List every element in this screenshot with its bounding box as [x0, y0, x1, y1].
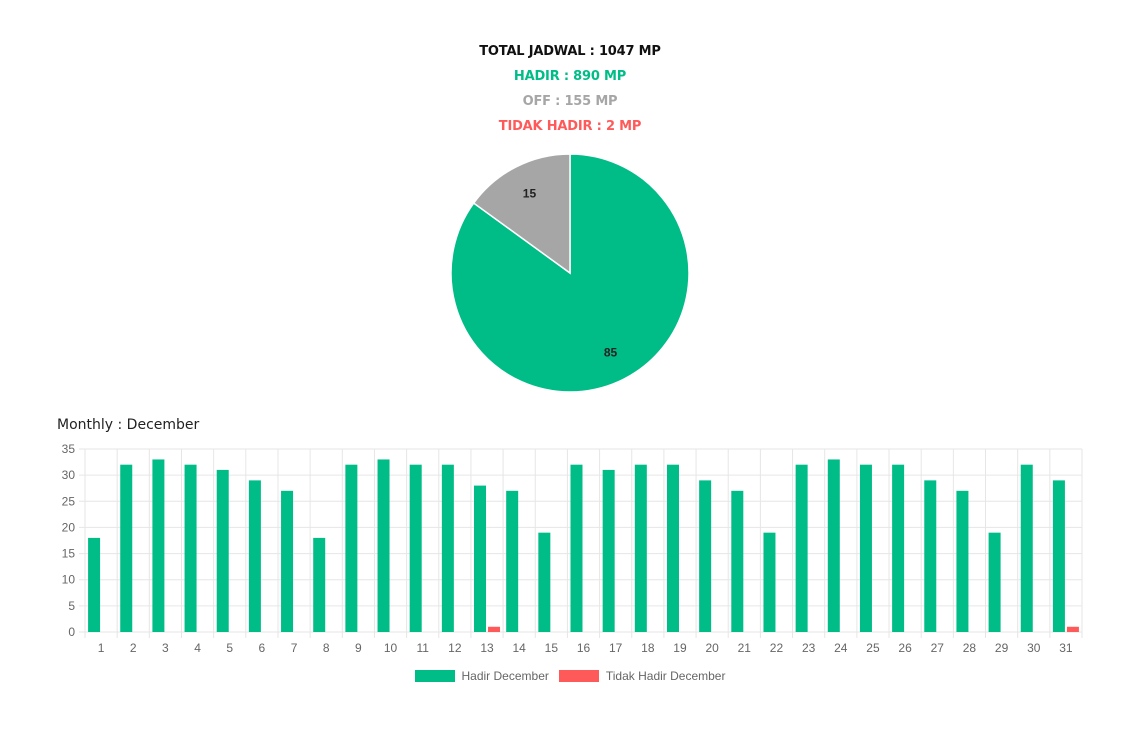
legend-label-hadir: Hadir December: [461, 669, 549, 683]
x-tick-label: 24: [834, 641, 848, 655]
x-tick-label: 6: [259, 641, 266, 655]
bar-hadir-day-11[interactable]: [409, 464, 422, 632]
bar-hadir-day-22[interactable]: [763, 532, 776, 632]
bar-hadir-day-29[interactable]: [988, 532, 1001, 632]
x-tick-label: 17: [609, 641, 623, 655]
x-tick-label: 4: [194, 641, 201, 655]
x-tick-label: 20: [705, 641, 719, 655]
y-tick-label: 25: [62, 494, 76, 508]
bar-hadir-day-6[interactable]: [248, 480, 261, 632]
bar-hadir-day-18[interactable]: [634, 464, 647, 632]
x-tick-label: 29: [995, 641, 1009, 655]
pie-label-off: 15: [523, 186, 537, 200]
legend-swatch-hadir: [414, 670, 455, 682]
bar-hadir-day-25[interactable]: [859, 464, 872, 632]
off-label: OFF : 155 MP: [522, 94, 618, 109]
pie-label-hadir: 85: [604, 346, 618, 360]
x-tick-label: 16: [577, 641, 591, 655]
bar-hadir-day-12[interactable]: [441, 464, 454, 632]
bar-hadir-day-17[interactable]: [602, 469, 615, 632]
bar-hadir-day-27[interactable]: [924, 480, 937, 632]
pie-slice-off[interactable]: [472, 153, 571, 275]
y-tick-label: 20: [62, 520, 76, 534]
bar-hadir-day-8[interactable]: [313, 537, 326, 632]
x-tick-label: 22: [770, 641, 784, 655]
bar-hadir-day-10[interactable]: [377, 459, 390, 632]
bar-hadir-day-5[interactable]: [216, 469, 229, 632]
y-tick-label: 35: [62, 442, 76, 456]
bar-chart-legend: Hadir December Tidak Hadir December: [0, 669, 1140, 683]
x-tick-label: 31: [1059, 641, 1073, 655]
bar-hadir-day-14[interactable]: [506, 490, 519, 632]
y-tick-label: 0: [68, 625, 75, 639]
x-tick-label: 11: [416, 641, 429, 655]
bar-hadir-day-26[interactable]: [892, 464, 905, 632]
bar-hadir-day-19[interactable]: [666, 464, 679, 632]
x-tick-label: 3: [162, 641, 169, 655]
legend-item-tidak-hadir[interactable]: Tidak Hadir December: [558, 669, 726, 683]
bar-hadir-day-15[interactable]: [538, 532, 551, 632]
x-tick-label: 30: [1027, 641, 1041, 655]
bar-hadir-day-3[interactable]: [152, 459, 165, 632]
bar-hadir-day-30[interactable]: [1020, 464, 1033, 632]
bar-hadir-day-28[interactable]: [956, 490, 969, 632]
y-tick-label: 5: [68, 599, 75, 613]
x-tick-label: 14: [512, 641, 526, 655]
x-tick-label: 19: [673, 641, 687, 655]
x-tick-label: 25: [866, 641, 880, 655]
bar-hadir-day-13[interactable]: [474, 485, 487, 632]
bar-hadir-day-16[interactable]: [570, 464, 583, 632]
x-tick-label: 12: [448, 641, 462, 655]
y-tick-label: 15: [62, 547, 76, 561]
x-tick-label: 18: [641, 641, 655, 655]
y-tick-label: 10: [62, 573, 76, 587]
bar-hadir-day-23[interactable]: [795, 464, 808, 632]
bar-tidak-hadir-day-31[interactable]: [1066, 626, 1079, 632]
total-jadwal-label: TOTAL JADWAL : 1047 MP: [479, 44, 661, 59]
x-tick-label: 27: [931, 641, 945, 655]
bar-hadir-day-24[interactable]: [827, 459, 840, 632]
bar-hadir-day-2[interactable]: [120, 464, 133, 632]
x-tick-label: 21: [738, 641, 752, 655]
hadir-label: HADIR : 890 MP: [513, 69, 627, 84]
x-tick-label: 13: [480, 641, 494, 655]
bar-tidak-hadir-day-13[interactable]: [488, 626, 501, 632]
bar-hadir-day-31[interactable]: [1052, 480, 1065, 632]
attendance-pie-chart: 85 15: [450, 153, 690, 393]
x-tick-label: 9: [355, 641, 362, 655]
tidak-hadir-label: TIDAK HADIR : 2 MP: [498, 119, 642, 134]
bar-hadir-day-9[interactable]: [345, 464, 358, 632]
x-tick-label: 7: [291, 641, 298, 655]
x-tick-label: 5: [226, 641, 233, 655]
legend-item-hadir[interactable]: Hadir December: [414, 669, 549, 683]
monthly-chart-title: Monthly : December: [57, 417, 200, 433]
x-tick-label: 28: [963, 641, 977, 655]
legend-label-tidak-hadir: Tidak Hadir December: [605, 669, 726, 683]
x-tick-label: 1: [98, 641, 105, 655]
x-tick-label: 26: [898, 641, 912, 655]
bar-hadir-day-7[interactable]: [281, 490, 294, 632]
x-tick-label: 10: [384, 641, 398, 655]
bar-hadir-day-21[interactable]: [731, 490, 744, 632]
x-tick-label: 15: [545, 641, 559, 655]
legend-swatch-tidak-hadir: [558, 670, 599, 682]
x-tick-label: 23: [802, 641, 816, 655]
bar-hadir-day-20[interactable]: [699, 480, 712, 632]
x-tick-label: 8: [323, 641, 330, 655]
bar-hadir-day-1[interactable]: [88, 537, 101, 632]
bar-hadir-day-4[interactable]: [184, 464, 197, 632]
y-tick-label: 30: [62, 468, 76, 482]
x-tick-label: 2: [130, 641, 137, 655]
